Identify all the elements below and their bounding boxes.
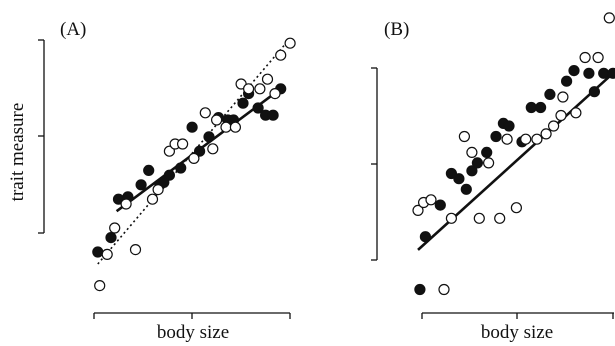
panel-a-open-point [243, 83, 255, 95]
panel-b-filled-point [598, 67, 610, 79]
panel-a-y-axis-label: trait measure [7, 103, 28, 202]
panel-b-filled-point [471, 157, 483, 169]
panel-b-open-point [501, 133, 513, 145]
panel-a-filled-point [203, 131, 215, 143]
panel-a-open-point [269, 87, 281, 100]
panel-a-open-point [101, 248, 113, 260]
panel-b-open-point [579, 51, 591, 64]
panel-b-open-point [555, 109, 567, 122]
panel-a-filled-point [237, 97, 249, 109]
panel-b-x-axis [421, 312, 614, 319]
panel-b-open-point [483, 157, 495, 169]
panel-b-open-point [412, 204, 424, 216]
panel-a-open-point [188, 152, 200, 164]
panel-b-filled-point [445, 167, 457, 180]
panel-a-filled-point [158, 176, 170, 188]
panel-a-plot-area [92, 37, 296, 292]
panel-b-filled-point [534, 101, 547, 114]
panel-b-label: (B) [384, 19, 409, 40]
panel-b-filled-point [453, 173, 465, 185]
panel-b-filled-point [525, 101, 537, 114]
panel-b-filled-point [490, 130, 502, 143]
panel-a-filled-point [92, 246, 104, 258]
panel-b-filled-point [460, 183, 472, 195]
panel-a-open-point [275, 49, 287, 61]
panel-b-open-point [445, 212, 457, 224]
panel-a-open-point [220, 121, 232, 133]
panel-a-x-axis-label: body size [157, 322, 229, 343]
panel-a-open-point [211, 114, 223, 126]
panel-a-open-point [261, 73, 274, 85]
panel-a-filled-point [194, 145, 206, 157]
panel-a-open-point [146, 193, 159, 205]
panel-b-open-point [570, 107, 582, 119]
panel-b-open-point [494, 212, 506, 224]
panel-b-filled-point [583, 67, 595, 79]
panel-b-plot-area [412, 12, 615, 296]
panel-a-filled-point [105, 232, 117, 244]
panel-b-open-point [466, 146, 478, 158]
panel-b-filled-point [466, 165, 478, 177]
panel-b-filled-point [414, 283, 426, 296]
panel-b-open-point [592, 51, 604, 64]
panel-a-open-point [152, 184, 164, 196]
panel-b-open-point [438, 283, 450, 296]
panel-b-open-point [473, 212, 485, 224]
panel-a-open-point [207, 143, 219, 155]
panel-a-open-point [129, 244, 142, 256]
panel-b-filled-point [434, 199, 446, 211]
panel-b-filled-point [544, 88, 556, 101]
panel-b-filled-point [503, 120, 515, 132]
panel-a-open-point [199, 107, 211, 119]
panel-b-open-point [510, 202, 523, 214]
panel-b-filled-point [607, 67, 615, 79]
panel-b-open-point [520, 133, 532, 145]
panel-a-filled-point [252, 102, 264, 114]
panel-b-open-point [531, 133, 543, 145]
panel-a-open-point [109, 222, 121, 234]
panel-b-open-point [603, 12, 615, 24]
panel-b-open-point [425, 194, 437, 206]
panel-b-x-axis-label: body size [481, 322, 553, 343]
panel-a-filled-point [135, 179, 147, 191]
panel-b-open-point [547, 120, 560, 132]
panel-a-filled-point [267, 109, 279, 121]
panel-b-filled-point [568, 64, 580, 77]
panel-a-x-axis [93, 312, 291, 319]
panel-a-open-point [94, 280, 106, 292]
panel-b-open-point [540, 128, 552, 140]
panel-a-filled-point [143, 164, 155, 176]
panel-a-filled-point [163, 169, 175, 181]
panel-a-filled-point [175, 162, 187, 174]
panel-b-open-point [557, 91, 569, 103]
panel-b-filled-point [419, 231, 431, 243]
panel-a: (A) trait measure body size [7, 19, 296, 343]
panel-a-open-point [163, 145, 175, 157]
panel-b-filled-point [560, 75, 573, 87]
panel-b-filled-point [481, 146, 493, 158]
panel-a-open-point [177, 138, 189, 150]
panel-a-filled-point [186, 121, 198, 133]
panel-a-y-axis [38, 39, 45, 234]
panel-b-y-axis [371, 67, 378, 261]
panel-a-open-point [229, 121, 241, 133]
panel-a-label: (A) [60, 19, 86, 40]
panel-b: (B) body size [371, 12, 615, 343]
panel-a-open-point [120, 198, 132, 210]
panel-a-open-point [254, 83, 266, 95]
panel-b-open-point [458, 130, 470, 143]
panel-b-filled-point [588, 86, 601, 98]
panel-a-open-point [284, 37, 296, 49]
